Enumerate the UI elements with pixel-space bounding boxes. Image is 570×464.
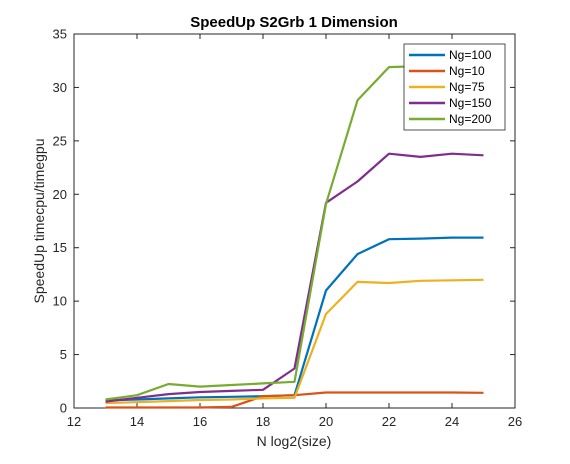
x-tick-label: 12	[67, 414, 81, 429]
x-tick-label: 18	[256, 414, 270, 429]
x-tick-label: 14	[130, 414, 144, 429]
legend-label: Ng=100	[449, 48, 492, 62]
x-tick-label: 20	[319, 414, 333, 429]
x-tick-label: 22	[382, 414, 396, 429]
chart-legend: Ng=100 Ng=10 Ng=75 Ng=150 Ng=200	[403, 43, 506, 131]
y-tick-label: 15	[53, 240, 67, 255]
x-tick-label: 24	[445, 414, 459, 429]
y-tick-label: 5	[60, 347, 67, 362]
chart-title: SpeedUp S2Grb 1 Dimension	[190, 14, 398, 31]
y-tick-label: 10	[53, 294, 67, 309]
series-line-ng-150	[105, 152, 484, 403]
y-axis-label: SpeedUp timecpu/timegpu	[31, 139, 47, 304]
y-axis-ticks: 0 5 10 15 20 25 30 35	[53, 27, 515, 416]
legend-label: Ng=200	[449, 112, 492, 126]
x-axis-ticks: 12 14 16 18 20 22 24 26	[67, 34, 522, 429]
y-tick-label: 0	[60, 401, 67, 416]
x-tick-label: 26	[508, 414, 522, 429]
legend-label: Ng=75	[449, 80, 485, 94]
y-tick-label: 25	[53, 133, 67, 148]
y-tick-label: 20	[53, 187, 67, 202]
series-line-ng-75	[105, 278, 484, 405]
y-tick-label: 35	[53, 27, 67, 42]
legend-label: Ng=150	[449, 96, 492, 110]
x-axis-label: N log2(size)	[257, 433, 332, 449]
legend-label: Ng=10	[449, 64, 485, 78]
y-tick-label: 30	[53, 80, 67, 95]
x-tick-label: 16	[193, 414, 207, 429]
